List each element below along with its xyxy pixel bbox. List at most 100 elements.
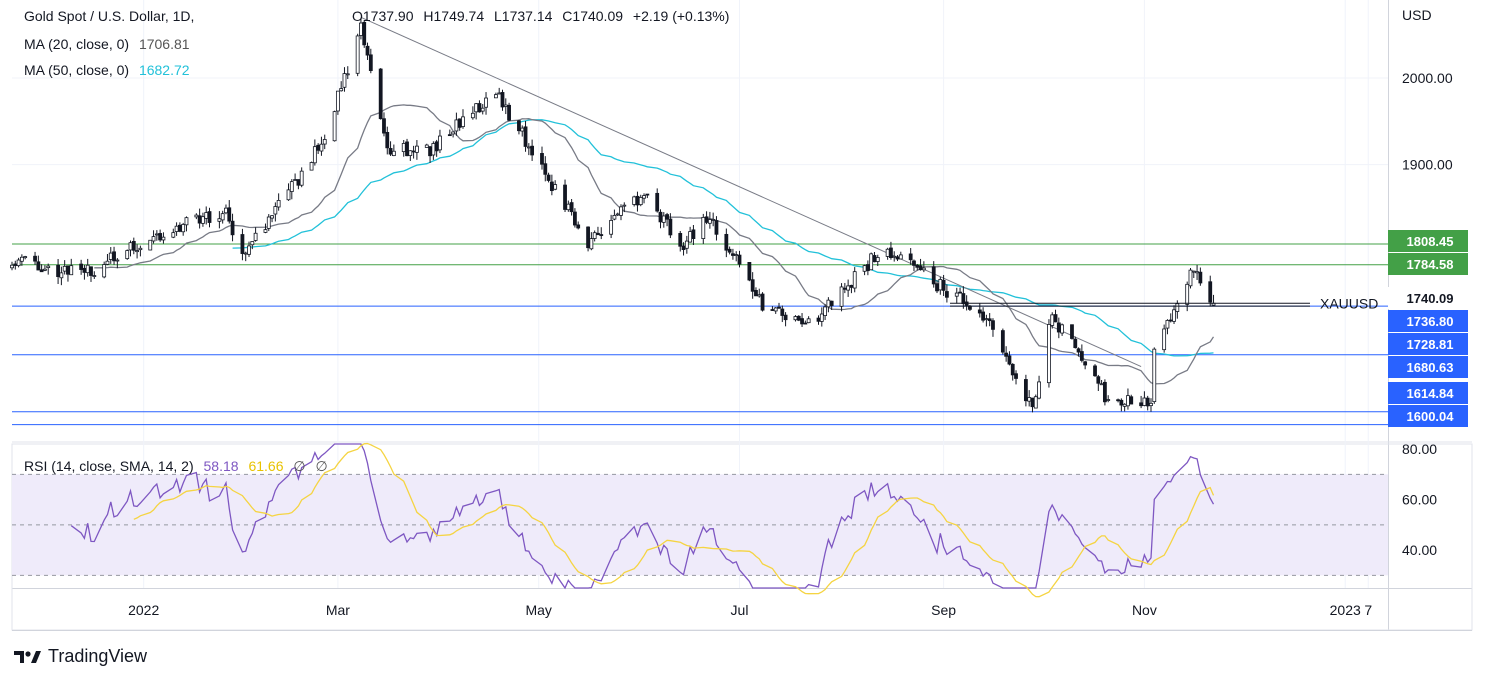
- candle-body: [322, 139, 327, 145]
- candle-body: [385, 131, 390, 149]
- candle-body: [1195, 271, 1199, 274]
- candle-body: [1047, 324, 1051, 384]
- candle-body: [839, 286, 844, 307]
- candle-body: [316, 144, 321, 151]
- candles-group: [10, 18, 1216, 413]
- candle-body: [612, 215, 617, 220]
- candle-body: [1168, 319, 1173, 322]
- candle-body: [1056, 322, 1061, 333]
- candle-body: [645, 193, 650, 196]
- candle-body: [201, 216, 205, 224]
- price-tag-label-4: 1728.81: [1407, 337, 1454, 352]
- candle-body: [1175, 303, 1180, 312]
- candle-body: [1083, 361, 1088, 366]
- candle-body: [1053, 314, 1058, 323]
- candle-body: [981, 311, 986, 321]
- candle-body: [1152, 348, 1157, 403]
- candle-body: [865, 264, 870, 272]
- candle-body: [757, 294, 762, 297]
- candle-body: [19, 256, 24, 262]
- candle-body: [747, 262, 752, 281]
- candle-body: [806, 318, 811, 324]
- rsi-tick-label-0: 80.00: [1402, 441, 1437, 457]
- candle-body: [335, 90, 340, 112]
- ma50-label: MA (50, close, 0): [24, 62, 130, 78]
- rsi-extra1: ∅: [293, 458, 306, 474]
- low-value: L1737.14: [494, 8, 553, 24]
- candle-body: [428, 146, 432, 157]
- candle-body: [984, 318, 989, 321]
- candle-body: [526, 146, 531, 149]
- candle-body: [480, 107, 485, 112]
- candle-body: [576, 224, 581, 229]
- candle-body: [276, 200, 281, 208]
- candle-body: [247, 245, 251, 255]
- candle-body: [177, 224, 182, 232]
- symbol-tag-label: XAUUSD: [1320, 295, 1378, 311]
- candle-body: [494, 94, 498, 99]
- candle-body: [961, 293, 966, 305]
- candle-body: [46, 265, 51, 268]
- candle-body: [691, 229, 696, 239]
- candle-body: [227, 207, 232, 222]
- symbol-legend: Gold Spot / U.S. Dollar, 1D,: [24, 8, 200, 24]
- candle-body: [553, 184, 558, 190]
- candle-body: [365, 45, 370, 56]
- candle-body: [36, 261, 41, 271]
- candle-body: [1102, 381, 1107, 403]
- candle-body: [573, 211, 577, 226]
- candle-body: [681, 245, 686, 251]
- candle-body: [266, 216, 271, 229]
- candle-body: [1126, 395, 1130, 407]
- candle-body: [938, 279, 943, 291]
- candle-body: [596, 232, 600, 236]
- candle-body: [892, 255, 897, 258]
- candle-body: [312, 146, 317, 164]
- time-label-1: Mar: [326, 602, 350, 618]
- candle-body: [355, 35, 360, 74]
- candle-body: [800, 318, 804, 325]
- candle-body: [138, 247, 143, 251]
- candle-body: [783, 314, 788, 321]
- candle-body: [935, 283, 939, 292]
- candle-body: [299, 170, 304, 186]
- candle-body: [915, 264, 920, 268]
- candle-body: [688, 231, 693, 243]
- price-tag-label-3: 1736.80: [1407, 314, 1454, 329]
- candle-body: [56, 264, 60, 278]
- candle-body: [1172, 309, 1176, 322]
- time-label-4: Sep: [931, 602, 956, 618]
- candle-body: [1106, 399, 1111, 401]
- candle-body: [477, 103, 482, 113]
- price-tag-1: [1388, 253, 1468, 275]
- candle-body: [615, 213, 620, 216]
- candle-body: [727, 248, 732, 253]
- candle-body: [345, 73, 350, 76]
- candle-body: [66, 265, 70, 275]
- time-label-3: Jul: [731, 602, 749, 618]
- candle-body: [1099, 383, 1104, 386]
- candle-body: [309, 162, 314, 171]
- candle-body: [958, 291, 962, 294]
- candle-body: [33, 255, 37, 262]
- candle-body: [1208, 281, 1213, 303]
- time-label-0: 2022: [128, 602, 159, 618]
- candle-body: [816, 317, 821, 322]
- rsi-legend[interactable]: RSI (14, close, SMA, 14, 2) 58.18 61.66 …: [24, 458, 334, 475]
- ma20-label: MA (20, close, 0): [24, 36, 130, 52]
- candle-body: [408, 150, 413, 156]
- candle-body: [543, 163, 548, 175]
- candle-body: [112, 251, 116, 262]
- price-tag-4: [1388, 333, 1468, 355]
- candle-body: [1027, 397, 1032, 402]
- candle-body: [609, 219, 614, 235]
- candle-body: [566, 203, 571, 211]
- candle-body: [484, 97, 488, 108]
- close-value: C1740.09: [562, 8, 624, 24]
- ma50-legend[interactable]: MA (50, close, 0) 1682.72: [24, 62, 196, 78]
- tradingview-logo[interactable]: TradingView: [14, 646, 147, 667]
- candle-body: [954, 292, 959, 297]
- candle-body: [10, 264, 14, 269]
- ma20-legend[interactable]: MA (20, close, 0) 1706.81: [24, 36, 196, 52]
